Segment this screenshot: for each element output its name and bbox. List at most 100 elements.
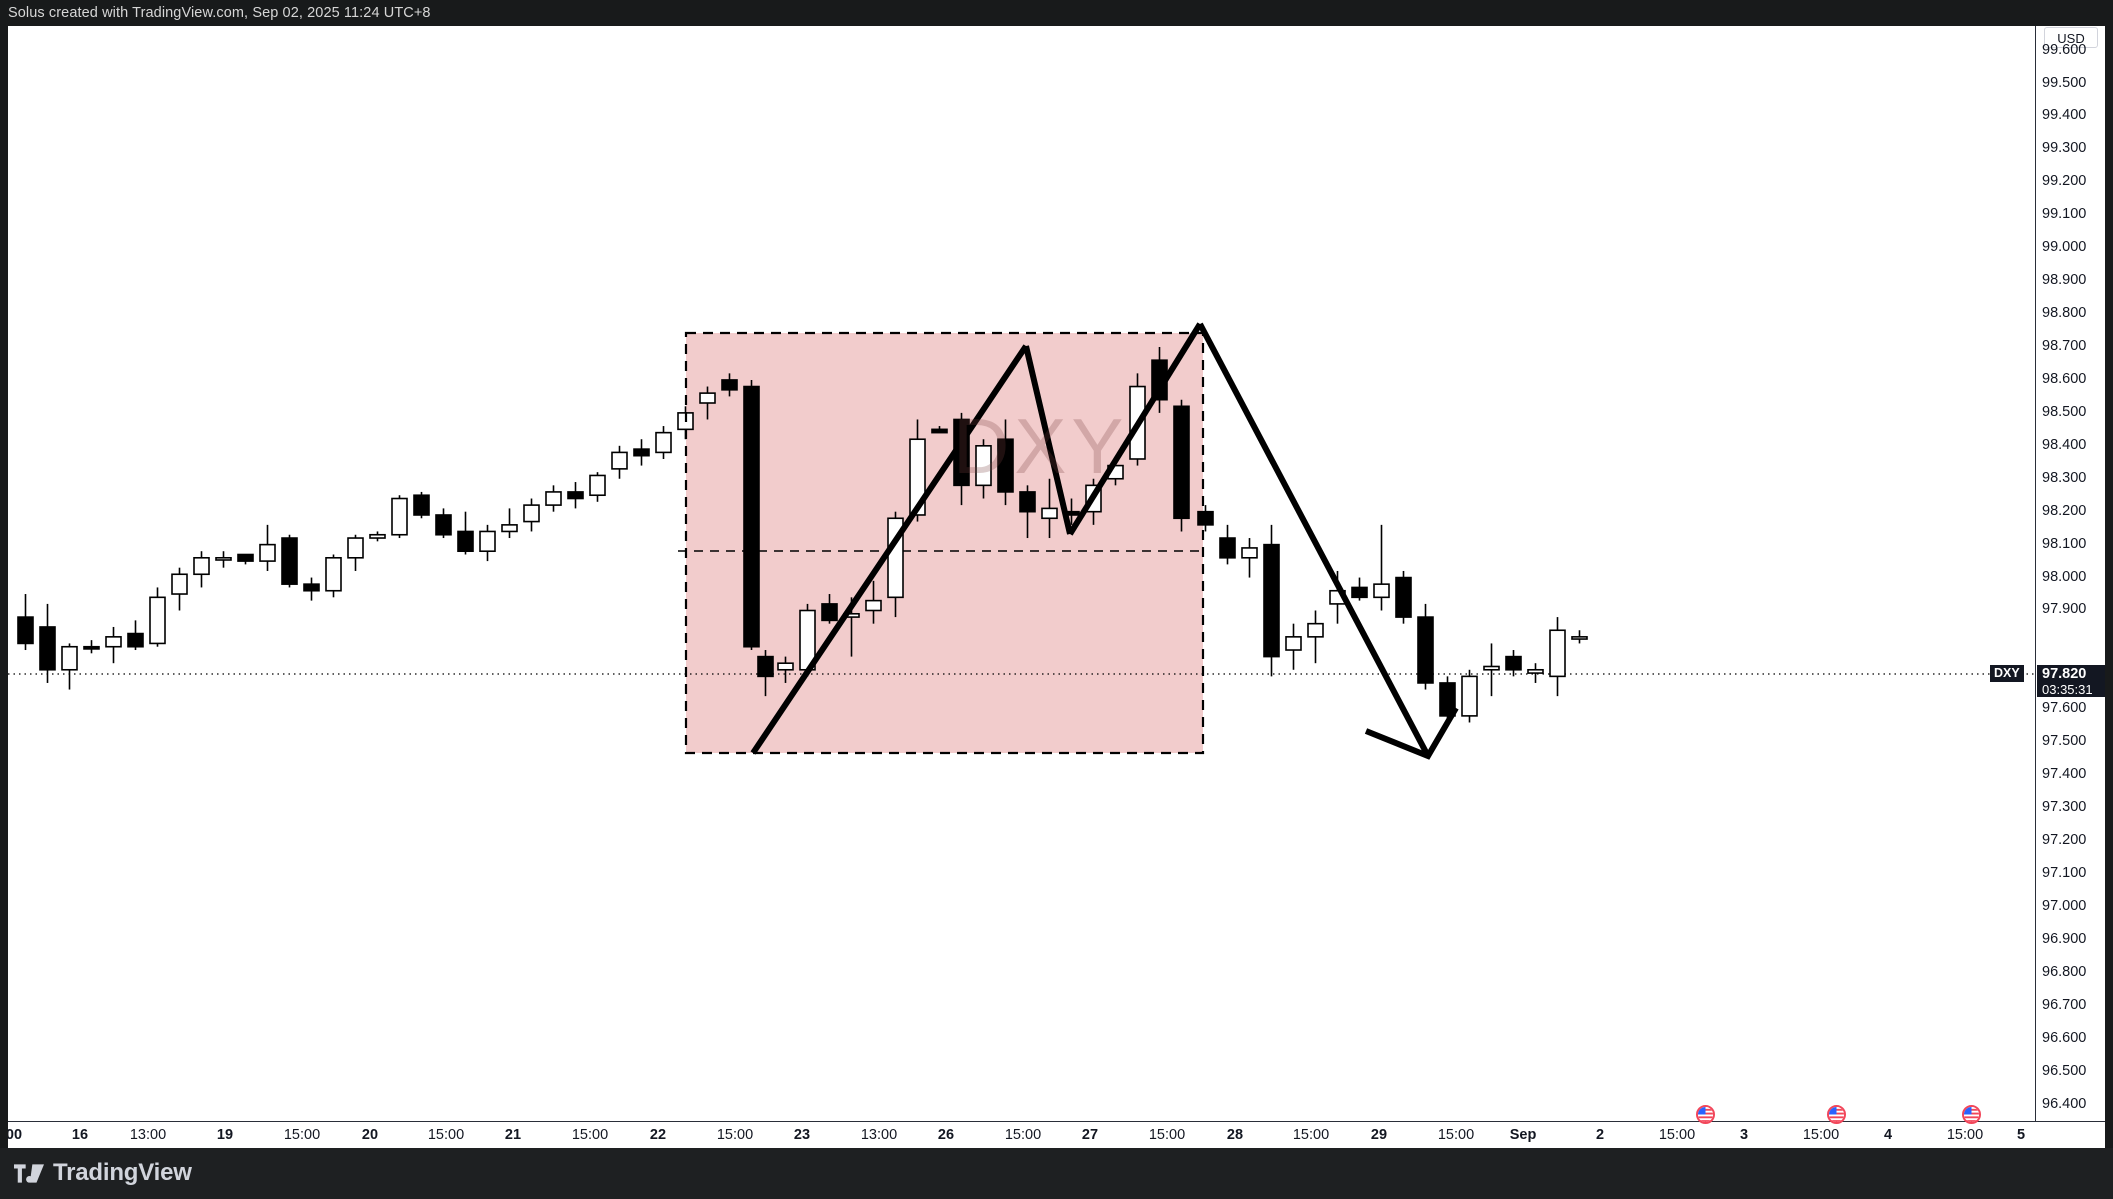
candle-body-down (633, 448, 650, 457)
economic-event-flag-icon[interactable] (1962, 1105, 1981, 1124)
candlestick (83, 640, 100, 654)
candle-body-down (1263, 543, 1280, 658)
candle-body-up (171, 573, 188, 595)
candle-body-down (1197, 510, 1214, 526)
candlestick (633, 439, 650, 466)
time-tick: Sep (1509, 1127, 1537, 1143)
candlestick (865, 580, 882, 624)
candle-body-up (215, 556, 232, 561)
candle-body-down (757, 655, 774, 678)
candle-body-down (721, 379, 738, 391)
candle-body-down (743, 385, 760, 648)
candle-body-down (1173, 405, 1190, 520)
candle-body-up (611, 451, 628, 470)
candlestick (259, 524, 276, 571)
candlestick (1549, 617, 1566, 697)
candle-body-up (391, 497, 408, 536)
price-scale[interactable]: USD 99.600 99.500 99.400 99.300 99.200 99.100… (2035, 26, 2105, 1148)
price-tick: 96.500 (2042, 1062, 2087, 1079)
price-tick: 98.600 (2042, 370, 2087, 387)
trend-arrow-head-icon (1364, 706, 1459, 760)
candlestick (237, 553, 254, 565)
candle-body-up (369, 533, 386, 539)
candle-body-down (457, 530, 474, 553)
candle-body-down (1351, 586, 1368, 599)
candle-body-down (413, 494, 430, 516)
price-tick: 96.400 (2042, 1095, 2087, 1112)
time-tick: 3 (1739, 1127, 1749, 1143)
candlestick (1285, 623, 1302, 670)
candle-body-up (589, 474, 606, 497)
candlestick (589, 472, 606, 502)
price-tick: 97.100 (2042, 864, 2087, 881)
candle-body-down (83, 645, 100, 650)
time-scale[interactable]: 00 16 13:00 19 15:00 20 15:00 21 15:00 22 15:00 23 1… (8, 1121, 2105, 1148)
candlestick (39, 603, 56, 683)
highlight-rectangle-border[interactable] (684, 331, 1205, 755)
candle-body-down (127, 632, 144, 648)
candlestick (1483, 643, 1500, 697)
price-tick: 97.900 (2042, 601, 2087, 618)
candlestick (777, 656, 794, 683)
time-tick: 4 (1883, 1127, 1893, 1143)
price-tick: 97.500 (2042, 733, 2087, 750)
price-tick: 99.400 (2042, 107, 2087, 124)
candlestick (149, 587, 166, 647)
candlestick (699, 386, 716, 420)
candle-body-up (325, 556, 342, 592)
time-tick: 16 (71, 1127, 89, 1143)
candle-body-up (1307, 622, 1324, 638)
candle-body-down (1019, 491, 1036, 513)
candlestick (1019, 485, 1036, 539)
price-tick: 96.800 (2042, 963, 2087, 980)
candle-body-up (1483, 665, 1500, 671)
currency-badge[interactable]: USD (2044, 27, 2098, 48)
bar-countdown: 03:35:31 (2042, 682, 2093, 697)
price-tick: 99.600 (2042, 41, 2087, 58)
economic-event-flag-icon[interactable] (1696, 1105, 1715, 1124)
candle-body-down (821, 603, 838, 622)
candle-body-down (281, 537, 298, 585)
chart-frame: DXY USD 99.600 99.500 99.400 99.300 99.200 99… (8, 26, 2105, 1148)
candle-body-up (105, 636, 122, 648)
economic-event-flag-icon[interactable] (1827, 1105, 1846, 1124)
candlestick (193, 551, 210, 588)
price-tick: 97.200 (2042, 832, 2087, 849)
price-ticker-tag: DXY (1990, 665, 2024, 682)
chart-plot-pane[interactable]: DXY (8, 26, 2035, 1121)
candle-body-down (17, 616, 34, 645)
price-tick: 96.700 (2042, 996, 2087, 1013)
candlestick (369, 531, 386, 542)
trend-line-up-leg-1[interactable] (750, 344, 1029, 755)
trend-line-down-leg-2-arrow[interactable] (1197, 322, 1431, 758)
time-tick: 15:00 (283, 1127, 321, 1143)
candle-body-up (1041, 507, 1058, 520)
footer-bar: TradingView (0, 1148, 2113, 1199)
candlestick (1527, 663, 1544, 683)
tradingview-logo[interactable]: TradingView (14, 1159, 192, 1187)
highlight-rectangle-fill[interactable] (686, 333, 1203, 753)
trend-line-up-leg-2[interactable] (1067, 322, 1203, 536)
candle-body-down (39, 626, 56, 671)
trend-line-down-leg-1[interactable] (1023, 345, 1073, 535)
candlestick (821, 594, 838, 624)
price-series-svg (8, 322, 2035, 760)
candlestick (1373, 524, 1390, 611)
time-tick: 15:00 (1658, 1127, 1696, 1143)
candle-body-up (545, 491, 562, 506)
candle-body-up (149, 596, 166, 645)
candlestick (1417, 603, 1434, 690)
candle-body-up (865, 599, 882, 612)
time-tick: 15:00 (1437, 1127, 1475, 1143)
candlestick (1571, 630, 1588, 644)
candlestick (523, 498, 540, 532)
time-tick: 15:00 (427, 1127, 465, 1143)
candle-body-up (699, 392, 716, 404)
candlestick (17, 594, 34, 651)
symbol-watermark: DXY (953, 402, 1129, 490)
candlestick (721, 373, 738, 397)
candlestick (1461, 669, 1478, 723)
price-tick: 99.500 (2042, 74, 2087, 91)
price-tick: 98.500 (2042, 403, 2087, 420)
candlestick (1219, 524, 1236, 565)
